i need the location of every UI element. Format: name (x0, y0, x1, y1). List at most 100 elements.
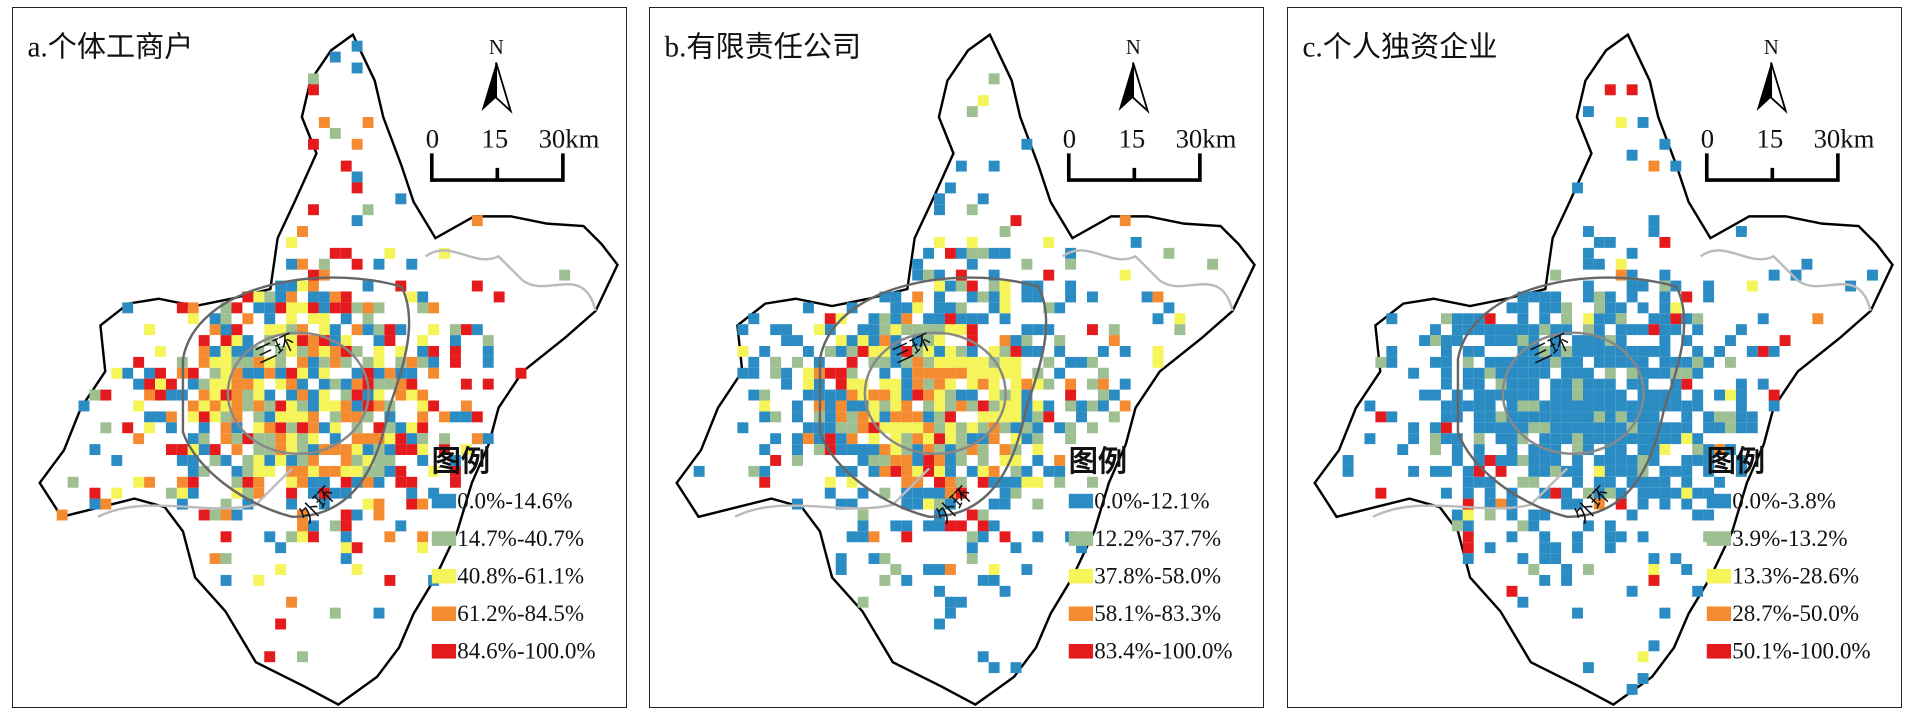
grid-cell (1615, 389, 1627, 401)
grid-cell (944, 607, 956, 619)
grid-cell (912, 433, 924, 445)
grid-cell (890, 313, 902, 325)
grid-cell (297, 356, 308, 368)
grid-cell (198, 509, 210, 521)
grid-cell (340, 487, 352, 499)
grid-cell (1681, 367, 1693, 379)
grid-cell (231, 411, 243, 423)
grid-cell (242, 291, 254, 303)
grid-cell (1582, 378, 1594, 390)
grid-cell (351, 444, 363, 456)
grid-cell (384, 455, 396, 466)
grid-cell (1517, 553, 1529, 565)
grid-cell (999, 487, 1011, 499)
grid-cell (395, 389, 407, 401)
grid-cell (857, 324, 869, 336)
grid-cell (1010, 335, 1022, 346)
grid-cell (275, 444, 287, 456)
grid-cell (1670, 389, 1682, 401)
grid-cell (1086, 356, 1098, 368)
grid-cell (1637, 345, 1649, 357)
grid-cell (1746, 422, 1758, 434)
grid-cell (1648, 400, 1660, 412)
grid-cell (1430, 465, 1441, 477)
grid-cell (890, 444, 902, 456)
grid-cell (1561, 433, 1573, 445)
grid-cell (1572, 335, 1583, 346)
grid-cell (923, 367, 935, 379)
grid-cell (1130, 236, 1142, 248)
grid-cell (417, 291, 429, 303)
grid-cell (1670, 302, 1682, 314)
grid-cell (231, 324, 243, 336)
grid-cell (1659, 607, 1671, 619)
grid-cell (1561, 302, 1573, 314)
grid-cell (1462, 345, 1474, 357)
grid-cell (351, 62, 363, 74)
grid-cell (770, 356, 782, 368)
grid-cell (1528, 411, 1540, 423)
grid-cell (966, 378, 978, 390)
grid-cell (901, 433, 913, 445)
grid-cell (901, 520, 913, 532)
grid-cell (1648, 455, 1660, 466)
grid-cell (362, 367, 374, 379)
grid-cell (977, 651, 989, 663)
grid-cell (1615, 444, 1627, 456)
grid-cell (1692, 444, 1704, 456)
grid-cell (1506, 444, 1518, 456)
grid-cell (988, 269, 1000, 281)
scale-label-15: 15 (482, 123, 509, 153)
grid-cell (1648, 367, 1660, 379)
grid-cell (1801, 258, 1813, 270)
grid-cell (1572, 498, 1583, 510)
grid-cell (1528, 400, 1540, 412)
grid-cell (1528, 476, 1540, 488)
grid-cell (912, 269, 924, 281)
grid-cell (384, 465, 396, 477)
grid-cell (1043, 324, 1055, 336)
grid-cell (373, 389, 385, 401)
grid-cell (977, 367, 989, 379)
grid-cell (1495, 324, 1507, 336)
grid-cell (231, 476, 243, 488)
grid-cell (1735, 378, 1747, 390)
grid-cell (406, 258, 418, 270)
grid-cell (1440, 378, 1452, 390)
grid-cell (1484, 389, 1496, 401)
third-ring-road (1501, 331, 1645, 456)
grid-cell (999, 476, 1011, 488)
grid-cell (901, 345, 913, 357)
grid-cell (307, 487, 319, 499)
grid-cell (286, 389, 298, 401)
grid-cell (1528, 345, 1540, 357)
grid-cell (1582, 400, 1594, 412)
grid-cell (966, 324, 978, 336)
grid-cell (482, 335, 494, 346)
grid-cell (1539, 553, 1551, 565)
grid-cell (890, 422, 902, 434)
grid-cell (1032, 498, 1044, 510)
grid-cell (923, 465, 935, 477)
grid-cell (912, 378, 924, 390)
grid-cell (824, 367, 836, 379)
grid-cell (857, 345, 869, 357)
grid-cell (1032, 476, 1044, 488)
grid-cell (307, 520, 319, 532)
grid-cell (1626, 269, 1638, 281)
grid-cell (923, 378, 935, 390)
grid-cell (835, 345, 847, 357)
grid-cell (1473, 345, 1485, 357)
grid-cell (1021, 345, 1033, 357)
grid-cell (1637, 411, 1649, 423)
grid-cell (846, 476, 858, 488)
grid-cell (1692, 585, 1704, 597)
grid-cell (1375, 411, 1387, 423)
grid-cell (934, 422, 945, 434)
grid-cell (988, 564, 1000, 575)
grid-cell (460, 400, 472, 412)
grid-cell (318, 302, 330, 314)
grid-cell (373, 455, 385, 466)
grid-cell (144, 324, 156, 336)
grid-cell (999, 585, 1011, 597)
